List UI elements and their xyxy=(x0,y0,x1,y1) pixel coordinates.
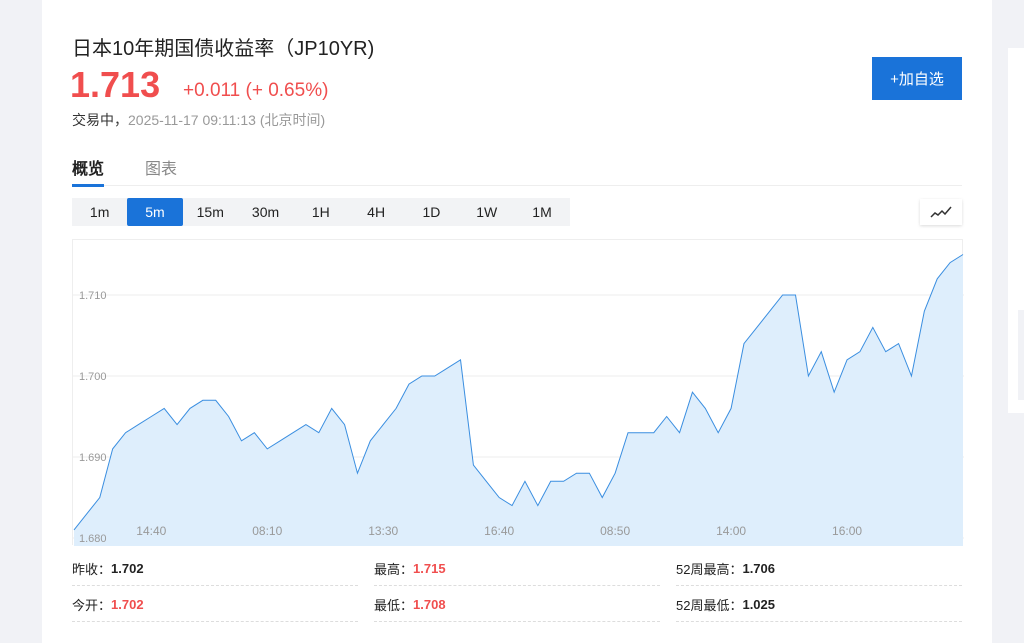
period-1W[interactable]: 1W xyxy=(476,204,498,220)
stat-value: 1.702 xyxy=(111,561,144,576)
stat-value: 1.706 xyxy=(742,561,776,576)
page-title: 日本10年期国债收益率（JP10YR) xyxy=(72,38,375,60)
add-to-watchlist-button[interactable]: +加自选 xyxy=(872,57,962,100)
line-chart-icon xyxy=(930,206,952,218)
stat-item: 今开： 1.702 xyxy=(72,588,358,622)
price-chart[interactable]: 1.680 1.690 1.700 1.710 14:40 08:10 13:30 16:40… xyxy=(72,239,964,546)
period-1M[interactable]: 1M xyxy=(532,204,552,220)
x-tick-label: 14:00 xyxy=(716,524,746,538)
y-tick-label: 1.710 xyxy=(79,290,107,302)
x-tick-label: 08:10 xyxy=(252,524,282,538)
period-1D[interactable]: 1D xyxy=(422,204,441,220)
stat-label: 最低： xyxy=(374,598,414,613)
stat-item: 最低： 1.708 xyxy=(374,588,660,622)
chart-type-button[interactable] xyxy=(920,199,962,225)
status-label: 交易中， xyxy=(72,112,128,128)
timezone: (北京时间) xyxy=(259,112,326,128)
stat-value: 1.715 xyxy=(413,561,446,576)
price-change: +0.011 (+ 0.65%) xyxy=(183,80,329,101)
stat-label: 最高： xyxy=(374,562,414,577)
stat-value: 1.025 xyxy=(742,597,776,612)
timestamp: 2025-11-17 09:11:13 xyxy=(128,112,256,128)
y-tick-label: 1.680 xyxy=(79,533,107,545)
area-fill xyxy=(74,254,963,546)
side-scrollbar[interactable] xyxy=(1018,310,1024,400)
x-tick-label: 08:50 xyxy=(600,524,630,538)
stat-label: 昨收： xyxy=(72,562,112,577)
x-tick-label: 14:40 xyxy=(136,524,166,538)
stat-item: 52周最高： 1.706 xyxy=(676,552,962,586)
stat-label: 今开： xyxy=(72,598,112,613)
period-1m[interactable]: 1m xyxy=(89,204,110,220)
price-line xyxy=(73,254,964,531)
stat-value: 1.708 xyxy=(413,597,446,612)
period-selector: 1m 5m 15m 30m 1H 4H 1D 1W 1M xyxy=(72,198,570,226)
stat-item: 最高： 1.715 xyxy=(374,552,660,586)
tab-bar: 概览 图表 xyxy=(72,150,962,187)
tab-chart[interactable]: 图表 xyxy=(145,161,178,178)
current-price: 1.713 xyxy=(70,64,161,105)
period-30m[interactable]: 30m xyxy=(251,204,280,220)
quote-card: 日本10年期国债收益率（JP10YR) 1.713 +0.011 (+ 0.65… xyxy=(42,0,992,643)
y-tick-label: 1.700 xyxy=(79,371,107,383)
period-1H[interactable]: 1H xyxy=(311,204,330,220)
stat-value: 1.702 xyxy=(111,597,144,612)
tab-overview[interactable]: 概览 xyxy=(72,155,105,187)
stat-label: 52周最低： xyxy=(676,598,743,613)
x-tick-label: 13:30 xyxy=(368,524,398,538)
period-5m[interactable]: 5m xyxy=(127,198,183,226)
x-tick-label: 16:00 xyxy=(832,524,862,538)
trading-status: 交易中，2025-11-17 09:11:13 (北京时间) xyxy=(72,110,325,130)
stat-item: 52周最低： 1.025 xyxy=(676,588,962,622)
x-tick-label: 16:40 xyxy=(484,524,514,538)
stat-label: 52周最高： xyxy=(676,562,743,577)
chart-svg: 1.680 1.690 1.700 1.710 14:40 08:10 13:30 16:40… xyxy=(73,254,964,546)
period-15m[interactable]: 15m xyxy=(196,204,224,220)
y-tick-label: 1.690 xyxy=(79,452,107,464)
stat-item: 昨收： 1.702 xyxy=(72,552,358,586)
period-4H[interactable]: 4H xyxy=(367,204,386,220)
